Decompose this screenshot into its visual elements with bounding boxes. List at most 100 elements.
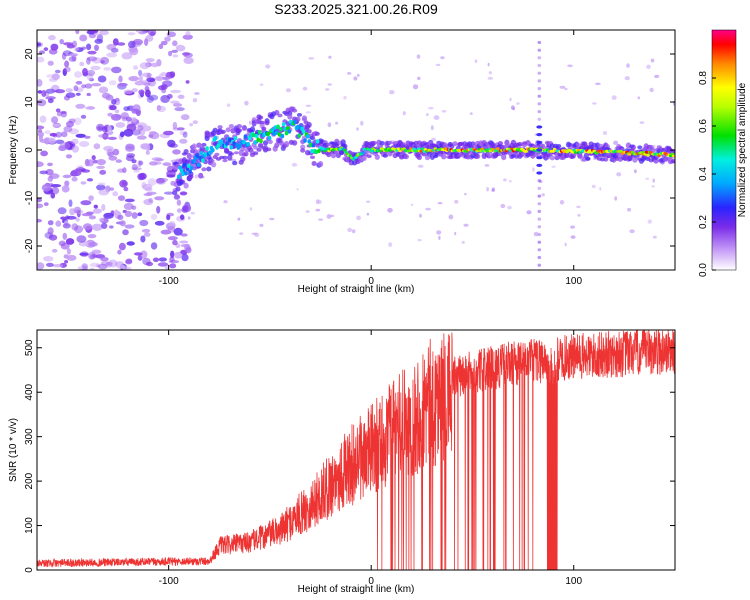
- spectrogram-noise-blob: [119, 131, 125, 138]
- spectrogram-noise-blob: [173, 194, 181, 200]
- spectrogram-noise-blob: [158, 43, 164, 50]
- spectrogram-ridge-halo: [637, 145, 643, 150]
- spectrogram-noise-blob: [112, 191, 119, 197]
- spectrogram-noise-blob: [172, 239, 178, 246]
- spectrogram-noise-blob: [100, 257, 109, 262]
- spectrogram-ridge-core: [196, 162, 201, 167]
- spectrogram-noise-blob: [88, 252, 96, 260]
- spectrogram-noise-blob: [140, 235, 146, 243]
- spectrogram-ridge-core: [385, 149, 390, 153]
- spectrogram-noise-blob: [356, 215, 361, 221]
- spectrogram-ridge-core: [308, 142, 313, 148]
- spectrogram-ridge-halo: [421, 153, 427, 157]
- spectrogram-noise-blob: [146, 72, 152, 81]
- spectrogram-noise-blob: [107, 125, 112, 133]
- spectrogram-noise-blob: [141, 181, 147, 189]
- snr-frame: [36, 329, 676, 571]
- spectrogram-noise-blob: [343, 95, 347, 100]
- spectrogram-ridge-core: [646, 153, 650, 157]
- spectrogram-noise-blob: [138, 160, 144, 166]
- spectrogram-noise-blob: [402, 111, 406, 116]
- spectrogram-noise-blob: [576, 205, 581, 209]
- spectrogram-noise-blob: [157, 262, 169, 267]
- spectrogram-noise-blob: [91, 83, 102, 87]
- spectrogram-noise-blob: [464, 193, 467, 196]
- spectrogram-noise-blob: [637, 96, 641, 100]
- spectrogram-xlabel: Height of straight line (km): [298, 284, 415, 295]
- snr-series-line: [37, 330, 675, 570]
- spectrogram-noise-blob: [352, 229, 356, 234]
- spectrogram-ridge-core: [198, 155, 202, 160]
- spectrogram-noise-blob: [440, 56, 445, 60]
- spectrogram-noise-blob: [54, 69, 61, 74]
- spectrogram-ridge-core: [279, 127, 283, 132]
- spectrogram-noise-blob: [559, 85, 566, 89]
- spectrogram-noise-blob: [194, 92, 200, 95]
- spectrogram-ytick-label: -20: [24, 238, 35, 253]
- spectrogram-noise-blob: [366, 212, 370, 216]
- spectrogram-noise-blob: [78, 141, 90, 147]
- spectrogram-noise-blob: [124, 210, 133, 217]
- spectrogram-noise-blob: [335, 121, 339, 125]
- spectrogram-noise-blob: [417, 76, 421, 80]
- spectrogram-ridge-halo: [379, 140, 385, 146]
- spectrogram-vertical-artifact: [537, 263, 542, 267]
- spectrogram-ridge-core: [211, 148, 215, 153]
- spectrogram-vertical-artifact: [537, 255, 542, 260]
- snr-xtick-label: 0: [368, 576, 374, 587]
- spectrogram-xtick-label: -100: [159, 276, 179, 287]
- spectrogram-noise-blob: [570, 235, 576, 239]
- spectrogram-noise-blob: [93, 204, 99, 209]
- spectrogram-noise-blob: [160, 40, 168, 46]
- spectrogram-noise-blob: [149, 31, 156, 37]
- spectrogram-ridge-core: [216, 143, 221, 148]
- spectrogram-vertical-artifact: [537, 63, 542, 68]
- spectrogram-ridge-halo: [206, 166, 212, 172]
- spectrogram-noise-blob: [81, 263, 89, 270]
- spectrogram-ridge-halo: [175, 186, 181, 192]
- spectrogram-noise-blob: [532, 167, 535, 172]
- spectrogram-xtick-label: 100: [565, 276, 582, 287]
- spectrogram-noise-blob: [185, 31, 191, 36]
- spectrogram-noise-blob: [52, 264, 64, 268]
- spectrogram-noise-blob: [62, 174, 72, 179]
- spectrogram-ridge-halo: [198, 172, 204, 179]
- spectrogram-ridge-core: [270, 128, 275, 133]
- spectrogram-noise-blob: [577, 213, 581, 217]
- spectrogram-noise-blob: [81, 213, 93, 217]
- snr-ytick-label: 500: [24, 339, 35, 356]
- spectrogram-noise-blob: [86, 92, 91, 97]
- spectrogram-noise-blob: [68, 199, 73, 207]
- spectrogram-ridge-core: [189, 165, 194, 171]
- spectrogram-vertical-artifact: [537, 87, 542, 91]
- spectrogram-noise-blob: [419, 213, 422, 218]
- spectrogram-xtick-label: 0: [368, 276, 374, 287]
- spectrogram-ridge-core: [303, 138, 307, 143]
- spectrogram-noise-blob: [61, 131, 68, 138]
- spectrogram-ridge-core: [195, 153, 199, 158]
- spectrogram-noise-blob: [118, 83, 128, 87]
- spectrogram-ridge-halo: [603, 157, 609, 162]
- spectrogram-noise-blob: [87, 50, 97, 55]
- colorbar-tick-label: 0.2: [698, 215, 709, 229]
- spectrogram-noise-blob: [180, 214, 185, 220]
- spectrogram-noise-blob: [388, 242, 393, 247]
- spectrogram-noise-blob: [107, 136, 118, 140]
- spectrogram-noise-blob: [154, 220, 165, 226]
- spectrogram-noise-blob: [296, 188, 299, 191]
- spectrogram-noise-blob: [44, 130, 51, 135]
- spectrogram-noise-blob: [123, 89, 133, 95]
- spectrogram-noise-blob: [486, 187, 489, 192]
- spectrogram-noise-blob: [59, 39, 64, 45]
- spectrogram-ridge-halo: [240, 156, 246, 162]
- spectrogram-ridge-core: [306, 134, 310, 139]
- spectrogram-noise-blob: [37, 79, 43, 87]
- spectrogram-noise-blob: [564, 242, 567, 247]
- spectrogram-ytick-label: 0: [24, 147, 35, 153]
- spectrogram-noise-blob: [168, 50, 173, 57]
- spectrogram-noise-blob: [183, 52, 193, 58]
- spectrogram-noise-blob: [330, 214, 335, 218]
- spectrogram-ridge-core: [274, 130, 279, 135]
- spectrogram-noise-blob: [37, 125, 45, 130]
- spectrogram-ridge-halo: [301, 117, 307, 122]
